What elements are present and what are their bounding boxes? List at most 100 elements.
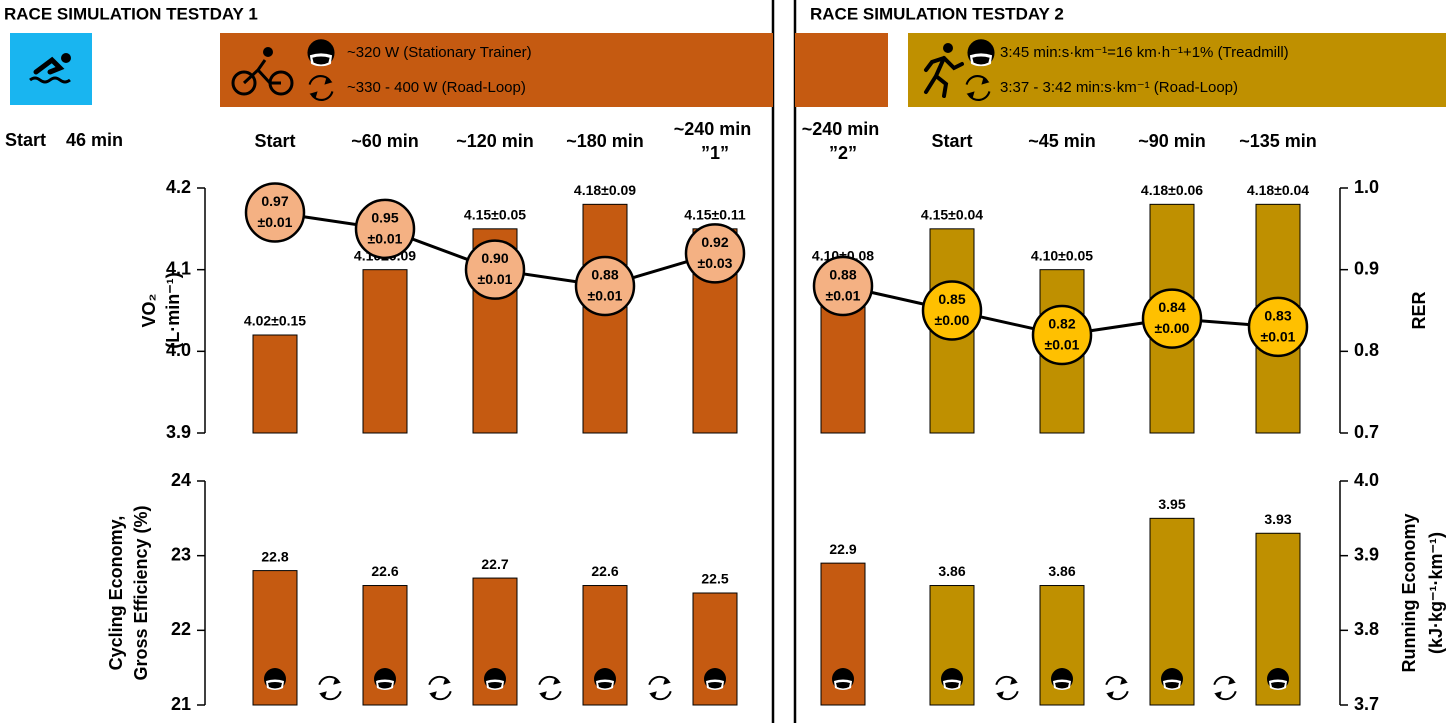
mask-icon [967, 39, 995, 67]
bar-label: 22.7 [481, 556, 508, 572]
rer-marker [812, 255, 874, 317]
rer-marker [1247, 296, 1309, 358]
bar-label: 3.95 [1158, 496, 1185, 512]
bar-label: 22.8 [261, 548, 288, 564]
category-label: ~45 min [1028, 131, 1096, 151]
bar-label: 3.93 [1264, 511, 1291, 527]
mask-icon [1051, 668, 1073, 690]
mask-icon [307, 39, 335, 67]
category-label: ~240 min ”2” [802, 119, 885, 163]
tick-label: 4.0 [1354, 470, 1379, 490]
bar-label: 3.86 [938, 563, 965, 579]
bar-label: 4.18±0.09 [574, 182, 636, 198]
loop-icon [648, 675, 672, 701]
rer-label: 0.90 ±0.01 [478, 250, 513, 287]
bar-label: 4.18±0.06 [1141, 182, 1203, 198]
run-icon [924, 43, 964, 98]
rer-marker [1031, 304, 1093, 366]
loop-icon [428, 675, 452, 701]
swim-icon [29, 53, 71, 84]
category-label: ~135 min [1239, 131, 1317, 151]
category-label: ~90 min [1138, 131, 1206, 151]
tick-label: 0.7 [1354, 422, 1379, 442]
cycling-info: ~320 W (Stationary Trainer) [347, 44, 532, 61]
cycling-box [795, 33, 888, 107]
rer-label: 0.85 ±0.00 [935, 291, 970, 328]
tick-label: 21 [171, 694, 191, 714]
rer-marker [354, 198, 416, 260]
y2-axis-title: RER [1409, 291, 1429, 329]
category-label: ~120 min [456, 131, 534, 151]
bar-label: 22.5 [701, 571, 728, 587]
loop-icon [995, 675, 1019, 701]
mask-icon [704, 668, 726, 690]
rer-marker [921, 280, 983, 341]
tick-label: 24 [171, 470, 191, 490]
mask-icon [1267, 668, 1289, 690]
swim-time: 46 min [66, 130, 123, 150]
swim-time: Start [5, 130, 46, 150]
loop-icon [1105, 675, 1129, 701]
tick-label: 4.1 [166, 258, 191, 278]
bar-label: 4.18±0.04 [1247, 182, 1309, 198]
running-info: 3:45 min:s·km⁻¹=16 km·h⁻¹+1% (Treadmill) [1000, 44, 1289, 61]
bar-label: 22.6 [371, 563, 398, 579]
rer-label: 0.83 ±0.01 [1261, 307, 1296, 344]
rer-marker [684, 223, 746, 284]
rer-label: 0.88 ±0.01 [826, 266, 861, 303]
mask-icon [594, 668, 616, 690]
bar-label: 22.9 [829, 541, 856, 557]
tick-label: 3.9 [166, 422, 191, 442]
y-axis-title: VO₂ [139, 293, 159, 327]
rer-marker [1141, 288, 1203, 349]
bar-label: 3.86 [1048, 563, 1075, 579]
loop-icon [318, 675, 342, 701]
y-axis-title: Gross Efficiency (%) [131, 505, 151, 680]
rer-label: 0.82 ±0.01 [1045, 315, 1080, 352]
bar [362, 269, 408, 434]
bike-icon [231, 47, 294, 96]
mask-icon [264, 668, 286, 690]
tick-label: 4.0 [166, 340, 191, 360]
category-label: ~240 min ”1” [674, 119, 757, 163]
tick-label: 23 [171, 544, 191, 564]
bar-label: 4.15±0.11 [684, 207, 746, 223]
cycling-info: ~330 - 400 W (Road-Loop) [347, 79, 526, 96]
rer-label: 0.84 ±0.00 [1155, 299, 1190, 336]
tick-label: 4.2 [166, 177, 191, 197]
category-label: Start [254, 131, 295, 151]
rer-label: 0.92 ±0.03 [698, 234, 733, 271]
rer-label: 0.95 ±0.01 [368, 209, 403, 246]
tick-label: 3.9 [1354, 544, 1379, 564]
tick-label: 0.9 [1354, 258, 1379, 278]
rer-label: 0.88 ±0.01 [588, 266, 623, 303]
category-label: Start [931, 131, 972, 151]
rer-marker [574, 255, 636, 317]
bar-label: 4.10±0.08 [812, 247, 874, 263]
bar-label: 4.15±0.05 [464, 207, 526, 223]
y2-axis-title: Running Economy [1399, 514, 1419, 673]
bar [252, 334, 298, 434]
mask-icon [832, 668, 854, 690]
mask-icon [484, 668, 506, 690]
tick-label: 0.8 [1354, 340, 1379, 360]
category-label: ~60 min [351, 131, 419, 151]
tick-label: 22 [171, 619, 191, 639]
bar [582, 203, 628, 434]
bar-label: 4.10±0.05 [1031, 247, 1093, 263]
loop-icon [538, 675, 562, 701]
mask-icon [1161, 668, 1183, 690]
tick-label: 3.7 [1354, 694, 1379, 714]
panel-title: RACE SIMULATION TESTDAY 1 [4, 4, 258, 23]
rer-marker [244, 182, 306, 243]
panel-title: RACE SIMULATION TESTDAY 2 [810, 4, 1064, 23]
bar-label: 4.02±0.15 [244, 313, 306, 329]
mask-icon [941, 668, 963, 690]
bar [582, 585, 628, 706]
y-axis-title: Cycling Economy, [106, 516, 126, 671]
mask-icon [374, 668, 396, 690]
running-info: 3:37 - 3:42 min:s·km⁻¹ (Road-Loop) [1000, 79, 1238, 96]
rer-marker [464, 239, 526, 300]
bar-label: 22.6 [591, 563, 618, 579]
